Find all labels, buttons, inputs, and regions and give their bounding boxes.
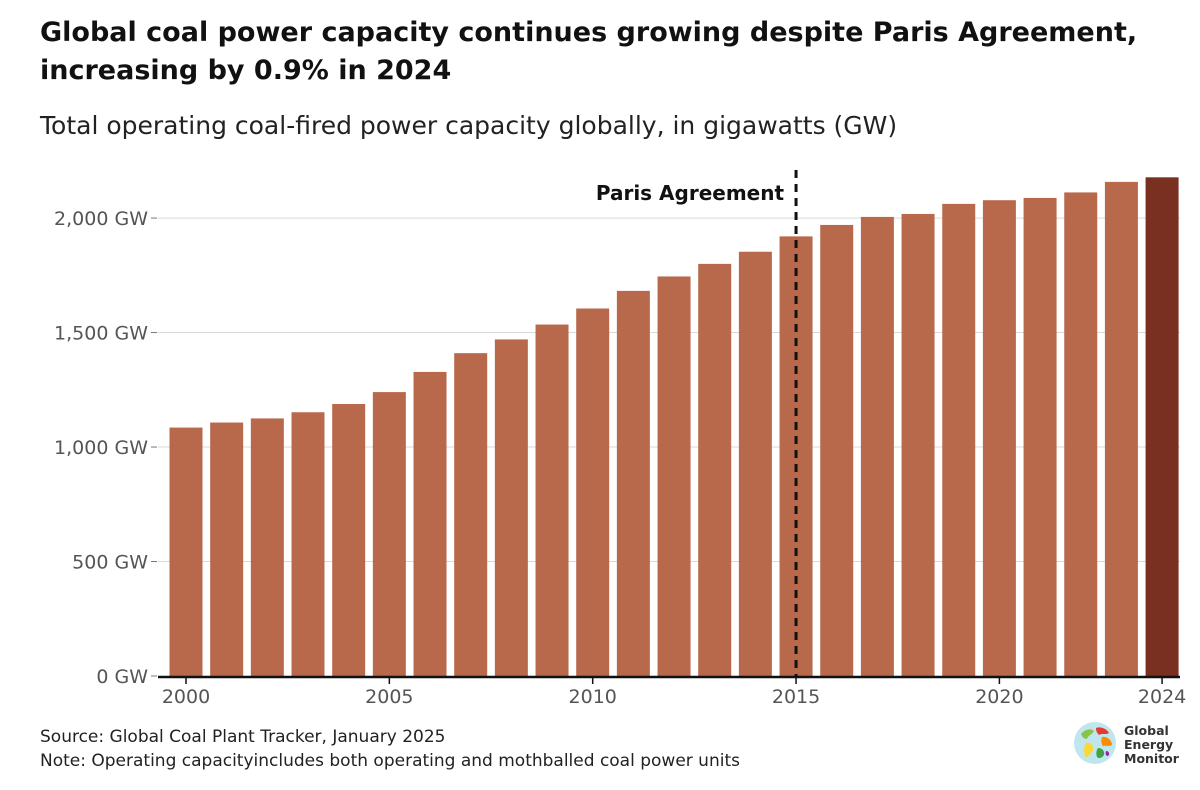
y-tick-label: 1,000 GW (54, 437, 148, 459)
bar-2017 (860, 216, 894, 676)
chart-title: Global coal power capacity continues gro… (40, 17, 1138, 86)
logo-text-line-3: Monitor (1124, 751, 1179, 766)
bar-2022 (1064, 192, 1098, 677)
y-tick-label: 2,000 GW (54, 208, 148, 230)
bars (169, 177, 1179, 677)
bar-2008 (494, 339, 528, 676)
bar-2021 (1023, 197, 1057, 677)
bar-2020 (982, 200, 1016, 676)
y-tick-label: 500 GW (72, 552, 148, 574)
bar-2005 (372, 392, 406, 676)
bar-2012 (657, 276, 691, 676)
y-tick-label: 1,500 GW (54, 323, 148, 345)
methodology-note: Note: Operating capacityincludes both op… (40, 751, 740, 771)
global-energy-monitor-logo: Global Energy Monitor (1072, 716, 1192, 772)
x-tick-label: 2020 (975, 686, 1023, 708)
x-tick-label: 2010 (569, 686, 617, 708)
bar-2014 (738, 251, 772, 676)
axes: 0 GW 500 GW 1,000 GW 1,500 GW 2,000 GW 2000 20… (54, 208, 1186, 708)
x-tick-label: 2000 (162, 686, 210, 708)
bar-2019 (942, 203, 976, 676)
bar-2013 (698, 263, 732, 676)
bar-2000 (169, 427, 203, 676)
bar-2007 (454, 353, 488, 676)
bar-2011 (616, 290, 650, 676)
logo-text-line-1: Global (1124, 723, 1169, 738)
bar-2001 (210, 422, 244, 676)
bar-2003 (291, 412, 325, 676)
y-tick-label: 0 GW (96, 666, 148, 688)
bar-2006 (413, 371, 447, 676)
bar-2002 (250, 418, 284, 676)
x-tick-label: 2015 (772, 686, 820, 708)
source-note: Source: Global Coal Plant Tracker, Janua… (40, 727, 446, 747)
bar-2018 (901, 213, 935, 677)
bar-2024 (1145, 177, 1179, 676)
bar-2010 (576, 308, 610, 676)
bar-2004 (332, 403, 366, 676)
x-tick-label: 2024 (1138, 686, 1186, 708)
bar-2009 (535, 324, 569, 676)
chart-subtitle: Total operating coal-fired power capacit… (40, 111, 898, 140)
bar-2023 (1104, 181, 1138, 677)
annotation-label: Paris Agreement (596, 181, 785, 205)
x-tick-label: 2005 (365, 686, 413, 708)
bar-chart: 0 GW 500 GW 1,000 GW 1,500 GW 2,000 GW 2000 20… (54, 170, 1186, 708)
paris-agreement-annotation: Paris Agreement (596, 170, 798, 676)
globe-icon (1074, 722, 1116, 764)
logo-text-line-2: Energy (1124, 737, 1174, 752)
bar-2016 (820, 224, 854, 676)
